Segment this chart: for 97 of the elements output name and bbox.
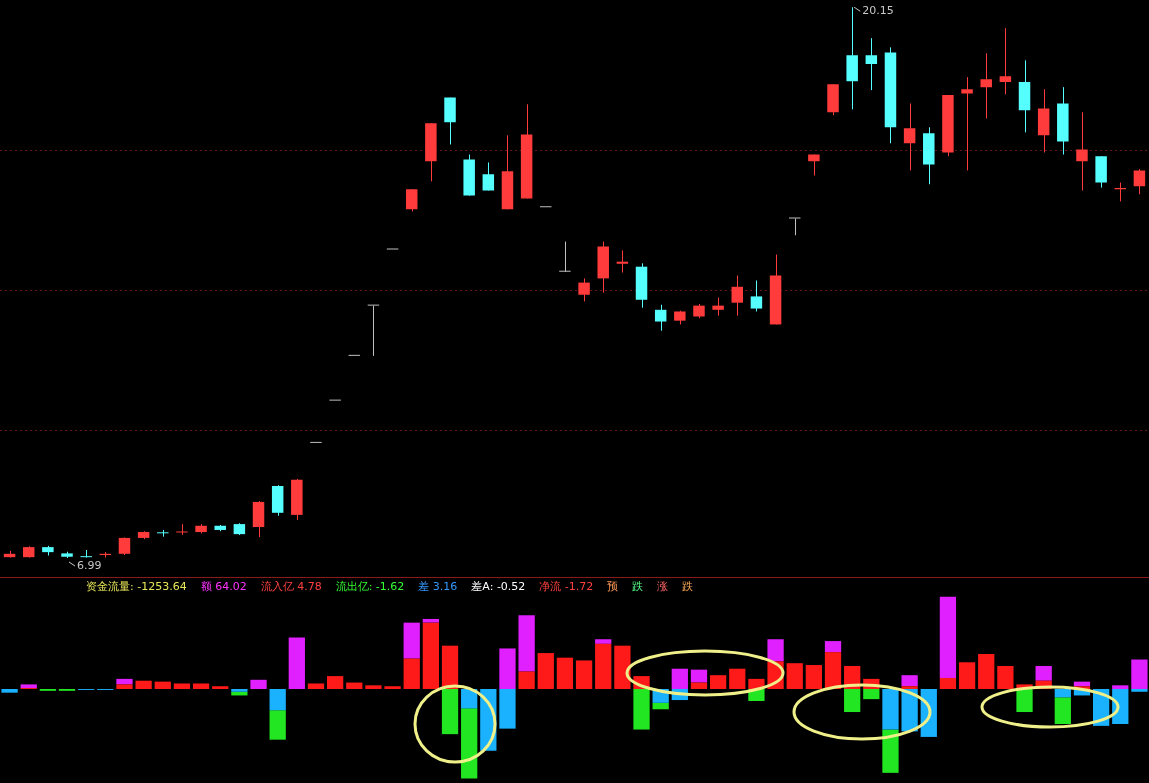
- bar: [805, 665, 823, 689]
- annotation: 20.15: [862, 4, 894, 18]
- bar: [1131, 659, 1148, 689]
- text: 差 3.16: [418, 579, 458, 594]
- bar: [154, 681, 171, 689]
- candlestick: [176, 523, 188, 536]
- bar: [518, 671, 535, 689]
- bar: [978, 653, 995, 689]
- bar: [212, 686, 229, 689]
- bar: [595, 639, 612, 644]
- candlestick: [482, 161, 495, 192]
- candlestick: [731, 274, 744, 317]
- bar: [365, 685, 382, 689]
- bar: [441, 645, 459, 689]
- candlestick: [405, 188, 418, 212]
- candlestick: [559, 241, 571, 273]
- candlestick: [999, 27, 1012, 95]
- bar: [269, 710, 286, 740]
- text: 差A: -0.52: [471, 579, 526, 594]
- bar: [863, 689, 880, 700]
- text: 涨: [657, 579, 669, 594]
- bar: [403, 622, 420, 659]
- bar: [767, 639, 784, 662]
- bar: [824, 652, 842, 689]
- candlestick: [578, 277, 590, 302]
- bar: [1131, 689, 1148, 692]
- bar: [422, 618, 440, 623]
- bar: [690, 669, 708, 683]
- bar: [307, 683, 325, 689]
- text: 净流 -1.72: [539, 579, 594, 594]
- bar: [939, 677, 957, 689]
- bar: [652, 702, 669, 710]
- text: 额 64.02: [200, 579, 247, 594]
- bar: [422, 622, 440, 689]
- bar: [384, 686, 401, 689]
- text: 跌: [682, 579, 694, 594]
- bar: [709, 675, 727, 689]
- bar: [499, 689, 516, 729]
- bar: [633, 689, 650, 730]
- bar: [882, 689, 899, 730]
- candlestick: [788, 217, 801, 236]
- bar: [192, 683, 210, 689]
- bar: [824, 641, 842, 653]
- bar: [461, 708, 478, 779]
- bar: [595, 643, 612, 689]
- bar: [116, 684, 133, 689]
- bar: [1054, 697, 1071, 725]
- bar: [116, 678, 133, 685]
- bar: [326, 676, 344, 689]
- bar: [882, 729, 899, 773]
- candlestick: [367, 304, 380, 357]
- bar: [1035, 665, 1052, 681]
- text: 跌: [632, 579, 644, 594]
- candlestick: [865, 37, 878, 91]
- bar: [671, 668, 688, 689]
- bar: [20, 684, 37, 689]
- bar: [690, 682, 708, 689]
- candlestick: [980, 52, 992, 120]
- bar: [1054, 689, 1071, 698]
- bar: [346, 682, 363, 689]
- bar: [288, 637, 305, 689]
- candlestick: [1133, 168, 1146, 195]
- candlestick: [654, 304, 667, 332]
- bar: [575, 660, 593, 689]
- bar: [939, 596, 957, 678]
- bar: [958, 662, 976, 689]
- bar: [173, 683, 191, 689]
- candlestick: [750, 280, 763, 312]
- bar: [403, 658, 420, 689]
- bar: [1, 689, 18, 693]
- bar: [729, 668, 746, 689]
- bar: [1016, 689, 1033, 713]
- bar: [441, 689, 459, 735]
- bar: [231, 689, 248, 692]
- candlestick: [616, 249, 629, 274]
- text: 流出亿: -1.62: [335, 579, 405, 594]
- bar: [1112, 685, 1129, 689]
- candlestick: [961, 76, 973, 171]
- candlestick: [1076, 111, 1088, 192]
- text: 预: [607, 579, 619, 594]
- candlestick: [903, 102, 916, 171]
- bar: [901, 686, 918, 689]
- text: 6.99: [77, 558, 102, 572]
- bar: [135, 680, 152, 689]
- bar: [556, 657, 574, 689]
- bar: [786, 663, 803, 689]
- bar: [250, 679, 267, 689]
- bar: [499, 648, 516, 689]
- bar: [844, 689, 861, 713]
- bar: [901, 675, 918, 687]
- bar: [614, 645, 631, 689]
- bar: [518, 615, 535, 672]
- text: 流入亿 4.78: [260, 579, 322, 594]
- text: 资金流量: -1253.64: [86, 579, 187, 594]
- bar: [537, 653, 554, 689]
- bar: [997, 665, 1014, 689]
- bar: [269, 689, 286, 711]
